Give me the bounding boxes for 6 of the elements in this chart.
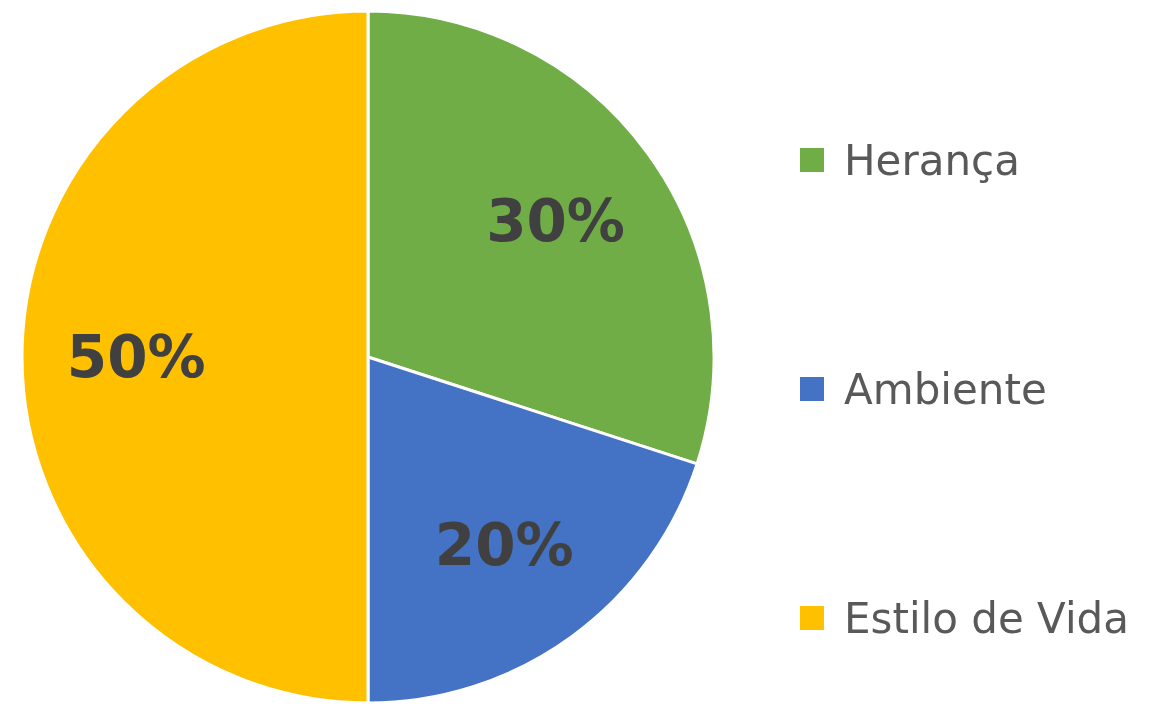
data-label: 30% <box>486 187 625 256</box>
legend-label: Herança <box>844 135 1020 185</box>
legend-label: Ambiente <box>844 364 1047 414</box>
legend-label: Estilo de Vida <box>844 593 1129 643</box>
data-label: 50% <box>66 323 206 392</box>
data-label: 20% <box>434 510 574 579</box>
